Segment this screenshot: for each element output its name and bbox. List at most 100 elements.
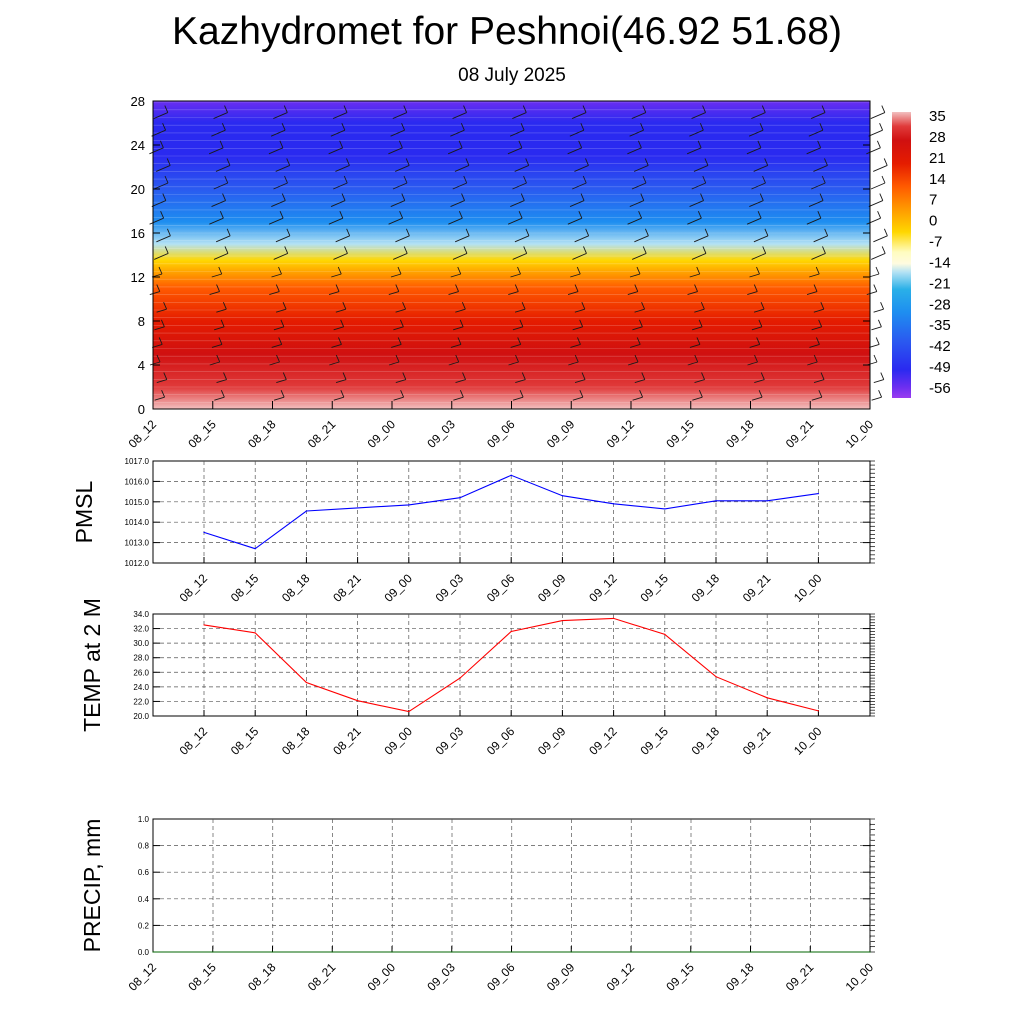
wind-barb-flag — [403, 175, 408, 184]
x-tick-label: 08_18 — [279, 724, 313, 758]
colorbar-label: 14 — [929, 171, 946, 188]
wind-barb — [335, 308, 346, 313]
wind-barb-flag — [397, 266, 402, 275]
x-tick-label: 08_21 — [330, 724, 364, 758]
wind-barb — [154, 396, 165, 401]
wind-barb — [275, 235, 291, 243]
wind-barb-flag — [876, 140, 881, 148]
wind-barb — [333, 396, 344, 401]
data-point — [408, 711, 410, 713]
wind-barb — [211, 129, 226, 137]
wind-barb — [810, 112, 826, 120]
wind-barb — [570, 343, 581, 348]
wind-barb — [687, 291, 698, 296]
colorbar-label: -14 — [929, 254, 951, 271]
wind-barb-flag — [636, 266, 641, 275]
wind-barb-flag — [581, 372, 586, 380]
wind-barb — [572, 182, 587, 190]
wind-barb — [809, 273, 820, 278]
wind-barb-flag — [279, 140, 284, 148]
wind-barb-flag — [644, 158, 649, 166]
wind-barb-flag — [281, 123, 286, 131]
wind-barb-flag — [698, 390, 703, 398]
y-tick-label: 16 — [131, 226, 145, 241]
wind-barb — [808, 200, 824, 208]
wind-barb-flag — [760, 372, 765, 380]
x-tick-label: 10_00 — [843, 960, 877, 994]
x-tick-label: 09_06 — [484, 960, 518, 994]
wind-barb-flag — [637, 140, 642, 148]
colorbar: 35 28 21 14 7 0 -7 -14 -21 -28 -35 -42 -49 -56 — [892, 108, 951, 398]
wind-barb — [331, 343, 342, 348]
wind-barb-flag — [216, 284, 220, 292]
wind-barb-flag — [881, 175, 886, 184]
wind-barb-flag — [156, 354, 161, 363]
wind-barb-flag — [824, 228, 829, 236]
wind-barb — [512, 396, 524, 401]
wind-barb — [689, 273, 700, 278]
data-point — [510, 630, 512, 633]
wind-barb-flag — [824, 158, 828, 166]
wind-barb-flag — [163, 302, 168, 310]
wind-barb — [455, 308, 466, 313]
y-tick-label: 0.2 — [138, 921, 150, 930]
wind-barb — [395, 308, 406, 313]
wind-barb-flag — [764, 228, 769, 236]
wind-barb — [215, 235, 231, 243]
x-tick-label: 09_09 — [535, 724, 569, 758]
wind-barb — [510, 200, 525, 208]
wind-barb — [273, 182, 288, 190]
wind-barb — [634, 235, 649, 243]
wind-barb-flag — [224, 105, 228, 113]
wind-barb — [328, 217, 344, 225]
wind-barb-flag — [341, 123, 346, 131]
wind-barb — [746, 147, 762, 155]
wind-barb — [632, 396, 643, 401]
wind-barb-flag — [698, 319, 703, 327]
wind-barb — [693, 235, 709, 243]
wind-barb — [751, 112, 766, 120]
x-tick-label: 09_15 — [637, 571, 671, 605]
wind-barb-flag — [817, 140, 822, 148]
wind-barb-flag — [219, 211, 224, 219]
wind-barb — [694, 379, 705, 384]
wind-barb — [271, 343, 282, 348]
colorbar-label: 7 — [929, 192, 937, 209]
wind-barb-flag — [576, 266, 581, 275]
data-point — [357, 700, 359, 702]
y-tick-label: 0 — [138, 402, 145, 417]
colorbar-label: -35 — [929, 317, 951, 334]
data-point — [305, 681, 307, 684]
x-tick-label: 08_15 — [228, 724, 262, 758]
data-point — [809, 951, 811, 953]
wind-barb — [749, 200, 764, 208]
wind-barb-flag — [399, 319, 404, 327]
data-point — [510, 474, 512, 476]
wind-barb-flag — [816, 337, 820, 345]
wind-barb-flag — [344, 246, 348, 254]
wind-barb-flag — [759, 193, 764, 201]
x-tick-label: 09_03 — [433, 724, 467, 758]
wind-barb-flag — [639, 390, 644, 398]
wind-barb — [154, 326, 165, 331]
wind-barb — [694, 308, 705, 313]
wind-barb-flag — [284, 175, 288, 184]
wind-barb — [156, 379, 167, 384]
wind-barb — [574, 308, 585, 313]
wind-barb-flag — [519, 319, 524, 327]
y-tick-label: 26.0 — [133, 668, 149, 677]
wind-barb-flag — [282, 302, 287, 310]
wind-barb-flag — [880, 302, 885, 310]
x-tick-label: 09_12 — [604, 417, 638, 451]
wind-barb — [448, 217, 463, 225]
wind-barb-flag — [642, 175, 647, 184]
data-point — [203, 531, 205, 534]
wind-barb — [748, 129, 764, 137]
data-point — [391, 951, 393, 953]
wind-barb — [216, 308, 227, 313]
wind-barb — [510, 273, 521, 278]
chart-subtitle: 08 July 2025 — [458, 65, 566, 86]
wind-barb — [156, 235, 171, 243]
y-tick-label: 1014.0 — [125, 518, 150, 527]
